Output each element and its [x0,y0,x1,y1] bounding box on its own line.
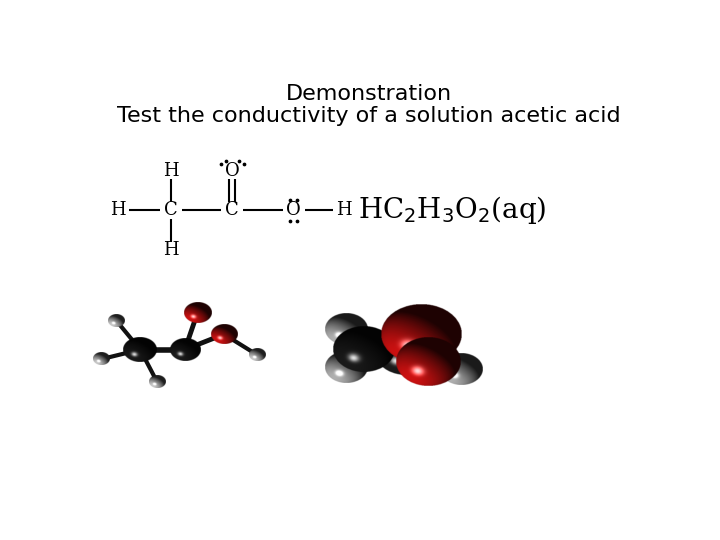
Text: Test the conductivity of a solution acetic acid: Test the conductivity of a solution acet… [117,106,621,126]
Text: C: C [225,201,239,219]
Text: HC$_2$H$_3$O$_2$(aq): HC$_2$H$_3$O$_2$(aq) [359,194,547,226]
Text: O: O [225,162,240,180]
Text: C: C [164,201,178,219]
Text: H: H [336,201,351,219]
Text: H: H [163,162,179,180]
Text: Demonstration: Demonstration [286,84,452,104]
Text: H: H [110,201,126,219]
Text: O: O [287,201,301,219]
Text: H: H [163,241,179,259]
